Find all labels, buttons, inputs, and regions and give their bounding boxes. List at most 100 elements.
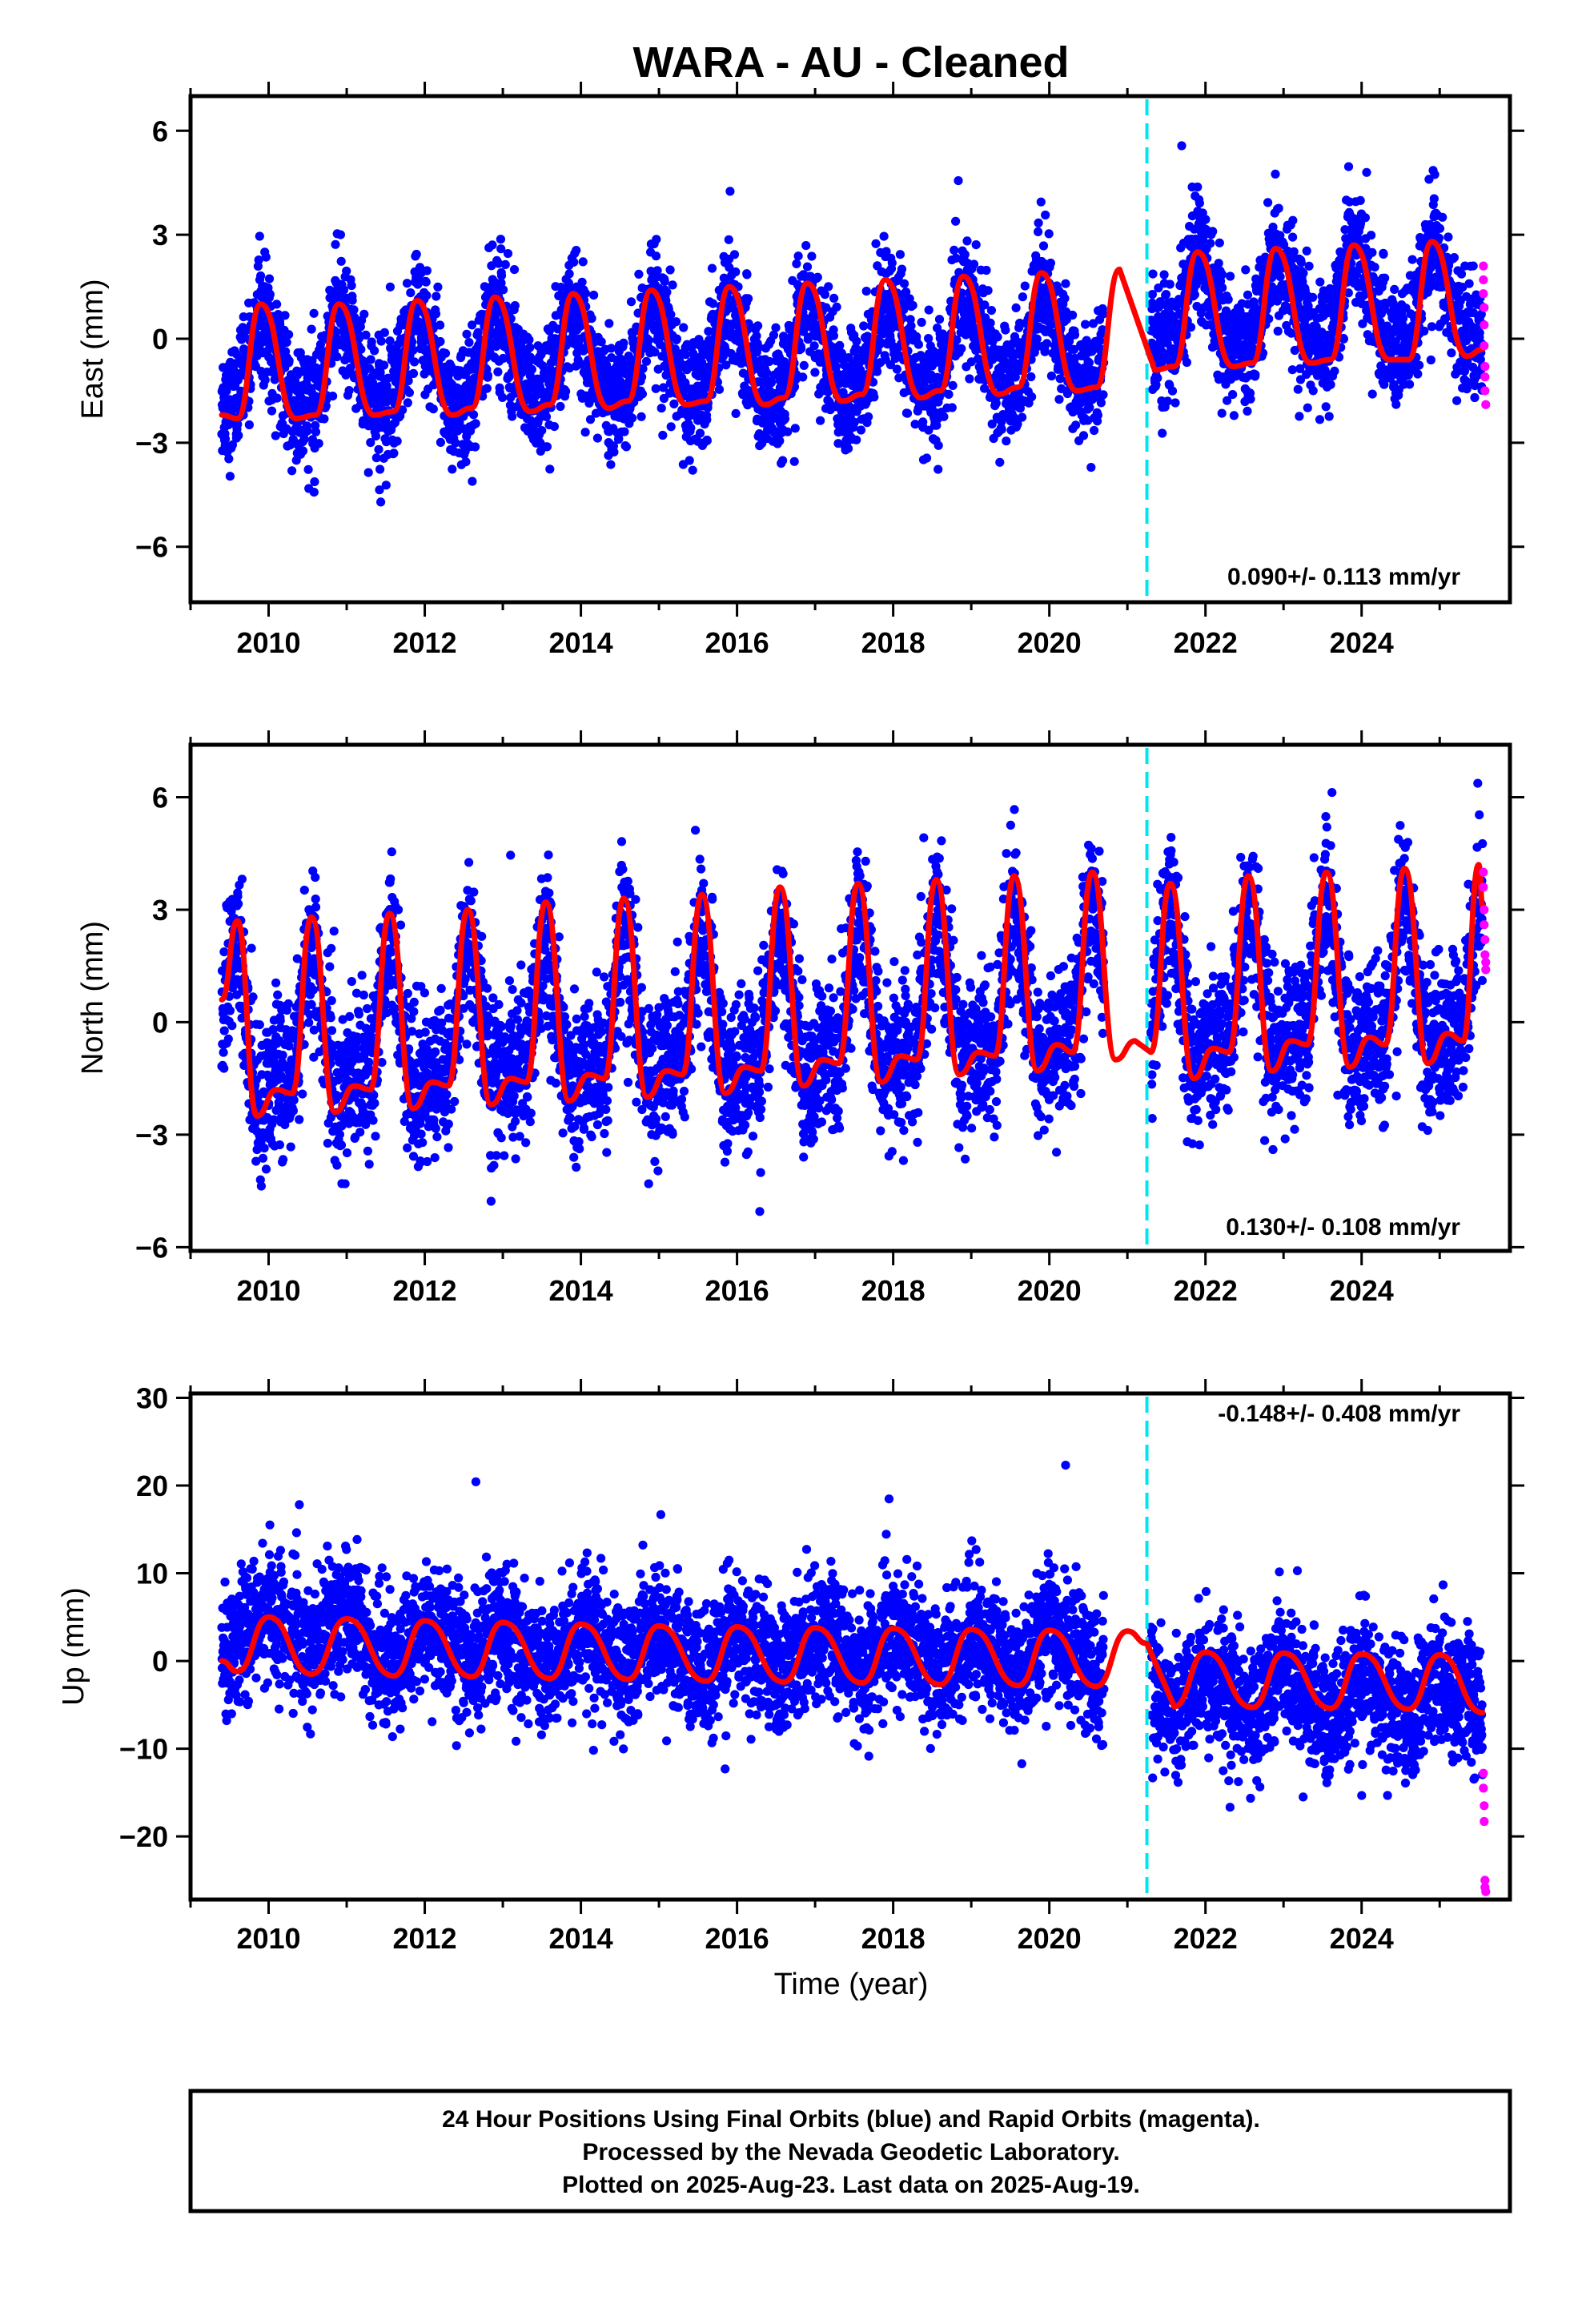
final-orbit-point <box>1044 229 1054 239</box>
final-orbit-point <box>899 279 909 288</box>
final-orbit-point <box>665 265 675 275</box>
final-orbit-point <box>971 240 981 250</box>
final-orbit-point <box>1266 298 1275 308</box>
final-orbit-point <box>1218 283 1227 292</box>
final-orbit-point <box>778 456 788 465</box>
final-orbit-point <box>1006 344 1015 354</box>
final-orbit-point <box>1170 398 1180 408</box>
final-orbit-point <box>1390 284 1399 294</box>
final-orbit-point <box>620 427 629 436</box>
final-orbit-point <box>431 309 441 319</box>
final-orbit-point <box>1054 395 1064 404</box>
final-orbit-point <box>718 352 728 361</box>
final-orbit-point <box>960 250 970 259</box>
final-orbit-point <box>652 266 662 275</box>
final-orbit-point <box>366 355 375 364</box>
final-orbit-point <box>225 472 235 481</box>
final-orbit-point <box>714 384 725 394</box>
final-orbit-point <box>1148 269 1158 279</box>
final-orbit-point <box>807 251 817 261</box>
final-orbit-point <box>398 405 408 415</box>
final-orbit-point <box>1010 372 1020 382</box>
final-orbit-point <box>273 310 283 320</box>
final-orbit-point <box>527 364 537 374</box>
final-orbit-point <box>1274 203 1283 213</box>
final-orbit-point <box>609 447 619 457</box>
final-orbit-point <box>433 282 443 292</box>
final-orbit-point <box>347 296 357 305</box>
final-orbit-point <box>783 427 793 436</box>
final-orbit-point <box>644 336 654 345</box>
final-orbit-point <box>1201 215 1211 224</box>
final-orbit-point <box>650 348 660 357</box>
final-orbit-point <box>436 336 445 347</box>
final-orbit-point <box>669 399 679 408</box>
final-orbit-point <box>1208 227 1218 236</box>
final-orbit-point <box>1367 231 1376 240</box>
final-orbit-point <box>363 468 373 477</box>
final-orbit-point <box>820 290 829 300</box>
final-orbit-point <box>255 231 264 241</box>
final-orbit-point <box>468 410 479 420</box>
final-orbit-point <box>589 290 599 300</box>
final-orbit-point <box>1055 374 1065 384</box>
final-orbit-point <box>789 456 799 466</box>
final-orbit-point <box>389 448 399 458</box>
final-orbit-point <box>280 311 290 320</box>
final-orbit-point <box>1081 320 1090 329</box>
final-orbit-point <box>801 241 811 251</box>
final-orbit-point <box>1263 198 1273 207</box>
final-orbit-point <box>403 398 412 408</box>
final-orbit-point <box>1321 402 1331 412</box>
final-orbit-point <box>623 381 632 392</box>
final-orbit-point <box>754 343 764 352</box>
final-orbit-point <box>668 280 677 290</box>
final-orbit-point <box>1293 384 1303 394</box>
final-orbit-point <box>1167 386 1178 396</box>
final-orbit-point <box>1289 247 1299 256</box>
final-orbit-point <box>793 251 803 261</box>
final-orbit-point <box>947 403 957 412</box>
final-orbit-point <box>666 422 676 432</box>
final-orbit-point <box>1046 371 1056 381</box>
final-orbit-point <box>1271 169 1280 179</box>
final-orbit-point <box>561 387 571 396</box>
final-orbit-point <box>309 488 319 497</box>
final-orbit-point <box>359 309 369 319</box>
final-orbit-point <box>606 344 616 353</box>
final-orbit-point <box>370 346 379 356</box>
final-orbit-point <box>660 276 669 286</box>
final-orbit-point <box>254 255 263 265</box>
final-orbit-point <box>725 263 734 272</box>
final-orbit-point <box>436 437 446 448</box>
final-orbit-point <box>752 331 761 341</box>
final-orbit-point <box>944 389 954 399</box>
final-orbit-point <box>948 380 958 390</box>
final-orbit-point <box>1379 249 1388 259</box>
final-orbit-point <box>499 285 508 295</box>
final-orbit-point <box>1046 258 1055 268</box>
final-orbit-point <box>824 282 833 292</box>
final-orbit-point <box>885 360 895 370</box>
final-orbit-point <box>1158 428 1167 438</box>
final-orbit-point <box>222 386 231 396</box>
final-orbit-point <box>1020 281 1030 291</box>
final-orbit-point <box>1304 261 1314 271</box>
final-orbit-point <box>1070 330 1080 340</box>
final-orbit-point <box>361 330 371 340</box>
final-orbit-point <box>408 368 419 378</box>
final-orbit-point <box>1071 420 1081 430</box>
final-orbit-point <box>445 368 455 378</box>
final-orbit-point <box>367 378 378 388</box>
final-orbit-point <box>367 337 376 347</box>
final-orbit-point <box>494 259 504 268</box>
final-orbit-point <box>902 408 913 418</box>
final-orbit-point <box>493 367 503 376</box>
final-orbit-point <box>913 340 923 349</box>
final-orbit-point <box>404 388 414 397</box>
final-orbit-point <box>1343 288 1353 298</box>
final-orbit-point <box>1040 347 1050 356</box>
final-orbit-point <box>1288 215 1298 225</box>
final-orbit-point <box>1223 295 1233 304</box>
final-orbit-point <box>545 464 555 474</box>
